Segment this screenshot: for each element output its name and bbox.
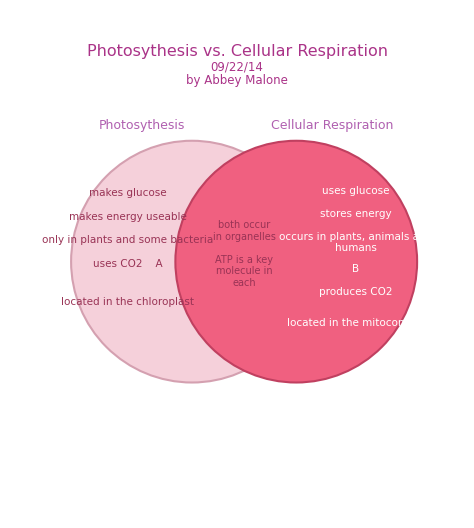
Text: produces CO2: produces CO2 — [319, 287, 392, 297]
Text: stores energy: stores energy — [319, 209, 392, 219]
Circle shape — [175, 141, 417, 382]
Text: B: B — [352, 264, 359, 274]
Text: both occur
in organelles: both occur in organelles — [213, 220, 275, 242]
Text: located in the chloroplast: located in the chloroplast — [62, 297, 194, 307]
Text: ATP is a key
molecule in
each: ATP is a key molecule in each — [215, 254, 273, 288]
Text: by Abbey Malone: by Abbey Malone — [186, 74, 288, 88]
Text: uses glucose: uses glucose — [322, 185, 389, 195]
Text: makes glucose: makes glucose — [89, 188, 167, 198]
Text: only in plants and some bacteria: only in plants and some bacteria — [42, 235, 214, 246]
Text: Photosythesis vs. Cellular Respiration: Photosythesis vs. Cellular Respiration — [86, 44, 388, 59]
Text: 09/22/14: 09/22/14 — [210, 60, 264, 73]
Text: Cellular Respiration: Cellular Respiration — [271, 119, 393, 133]
Text: uses CO2    A: uses CO2 A — [93, 259, 163, 269]
Text: occurs in plants, animals and
humans: occurs in plants, animals and humans — [279, 232, 432, 253]
Text: makes energy useable: makes energy useable — [69, 212, 187, 222]
Text: Photosythesis: Photosythesis — [99, 119, 185, 133]
Circle shape — [71, 141, 313, 382]
Text: located in the mitocondria: located in the mitocondria — [287, 318, 424, 328]
